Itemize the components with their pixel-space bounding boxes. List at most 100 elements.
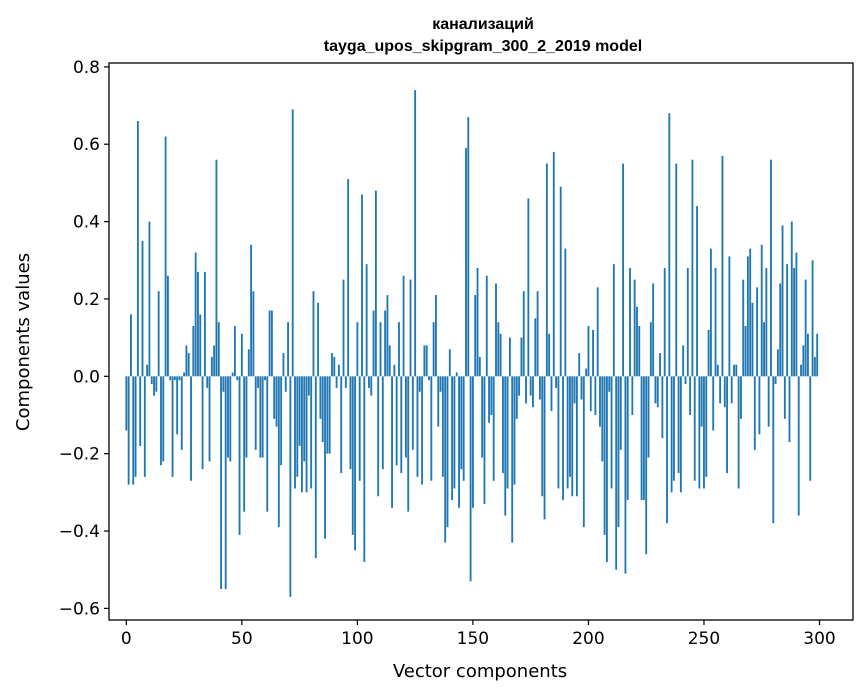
bar-248 bbox=[698, 376, 701, 489]
bar-152 bbox=[476, 268, 479, 377]
bar-49 bbox=[238, 376, 241, 535]
bar-89 bbox=[331, 353, 333, 377]
y-tick-label: −0.2 bbox=[59, 445, 100, 465]
bar-97 bbox=[349, 376, 352, 470]
bar-160 bbox=[495, 283, 497, 377]
bar-239 bbox=[677, 376, 680, 474]
bar-102 bbox=[361, 194, 363, 377]
bar-46 bbox=[231, 372, 234, 377]
bar-186 bbox=[555, 376, 558, 388]
bar-257 bbox=[719, 376, 722, 404]
bar-293 bbox=[802, 345, 805, 377]
bar-271 bbox=[751, 302, 754, 377]
bar-190 bbox=[564, 248, 567, 377]
bar-147 bbox=[465, 148, 467, 377]
bar-197 bbox=[580, 376, 583, 400]
bar-120 bbox=[402, 275, 405, 377]
bar-6 bbox=[139, 376, 142, 446]
bar-124 bbox=[411, 376, 414, 450]
bar-77 bbox=[303, 376, 306, 462]
bar-188 bbox=[559, 186, 562, 377]
bar-278 bbox=[767, 376, 770, 427]
bar-19 bbox=[169, 376, 172, 381]
bar-40 bbox=[217, 322, 220, 377]
bar-223 bbox=[640, 376, 643, 501]
bar-236 bbox=[670, 376, 673, 493]
bar-1 bbox=[127, 376, 130, 485]
bar-178 bbox=[536, 291, 539, 377]
bar-70 bbox=[287, 322, 289, 377]
bar-214 bbox=[619, 376, 622, 450]
bar-90 bbox=[333, 356, 336, 377]
bar-121 bbox=[404, 376, 407, 458]
bar-61 bbox=[266, 376, 269, 512]
bar-204 bbox=[596, 287, 599, 377]
bar-106 bbox=[370, 376, 373, 396]
bar-48 bbox=[236, 376, 239, 381]
bar-95 bbox=[344, 376, 347, 388]
bar-203 bbox=[594, 376, 597, 415]
bar-168 bbox=[513, 376, 516, 485]
bar-179 bbox=[539, 376, 541, 400]
y-tick-label: −0.6 bbox=[59, 599, 100, 619]
bar-5 bbox=[136, 121, 139, 377]
bar-209 bbox=[608, 376, 611, 392]
bar-34 bbox=[203, 271, 206, 377]
bar-11 bbox=[150, 376, 153, 385]
x-axis-label: Vector components bbox=[393, 661, 567, 682]
bar-88 bbox=[328, 376, 331, 454]
bar-39 bbox=[215, 159, 218, 377]
bar-80 bbox=[310, 376, 313, 489]
bar-192 bbox=[569, 376, 571, 477]
bar-118 bbox=[398, 322, 400, 377]
bar-32 bbox=[199, 314, 202, 377]
bar-259 bbox=[723, 376, 726, 408]
x-axis-ticks: 0 50 100 150 200 250 300 bbox=[121, 620, 836, 649]
bar-13 bbox=[155, 376, 158, 392]
bar-258 bbox=[721, 155, 724, 377]
bar-276 bbox=[763, 322, 765, 377]
bar-171 bbox=[520, 337, 523, 377]
bar-256 bbox=[716, 364, 719, 377]
bar-117 bbox=[395, 376, 398, 466]
bar-287 bbox=[788, 376, 791, 443]
bar-173 bbox=[525, 376, 527, 404]
bar-185 bbox=[552, 151, 555, 377]
bar-174 bbox=[527, 198, 530, 377]
bar-196 bbox=[578, 353, 581, 377]
bar-105 bbox=[368, 376, 370, 388]
bar-71 bbox=[289, 376, 292, 597]
bar-245 bbox=[691, 159, 694, 377]
bar-294 bbox=[804, 279, 807, 377]
bar-169 bbox=[515, 376, 518, 419]
bar-202 bbox=[592, 329, 594, 377]
bar-297 bbox=[811, 260, 814, 377]
bar-33 bbox=[201, 376, 204, 470]
bar-211 bbox=[612, 264, 615, 377]
bar-133 bbox=[432, 322, 435, 377]
y-tick-label: 0.6 bbox=[73, 135, 100, 155]
bar-194 bbox=[573, 376, 576, 404]
bar-78 bbox=[305, 376, 308, 493]
bar-108 bbox=[374, 190, 377, 377]
bar-76 bbox=[301, 376, 303, 493]
bar-12 bbox=[153, 376, 155, 396]
bar-220 bbox=[633, 279, 636, 377]
bar-134 bbox=[435, 295, 437, 377]
bar-85 bbox=[321, 376, 324, 443]
y-axis-ticks: −0.6 −0.4 −0.2 0.0 0.2 0.4 0.6 0.8 bbox=[59, 58, 109, 619]
bar-205 bbox=[599, 376, 601, 427]
bar-111 bbox=[381, 376, 384, 470]
bar-128 bbox=[421, 376, 424, 485]
bar-290 bbox=[795, 252, 798, 377]
bar-232 bbox=[661, 376, 664, 439]
bar-103 bbox=[363, 376, 366, 562]
bar-282 bbox=[776, 349, 779, 377]
bar-246 bbox=[693, 376, 696, 481]
bar-37 bbox=[210, 356, 213, 377]
bar-113 bbox=[386, 295, 389, 377]
bar-200 bbox=[587, 326, 590, 377]
bar-62 bbox=[268, 310, 271, 377]
bar-141 bbox=[451, 376, 454, 501]
bars-group bbox=[125, 90, 819, 597]
